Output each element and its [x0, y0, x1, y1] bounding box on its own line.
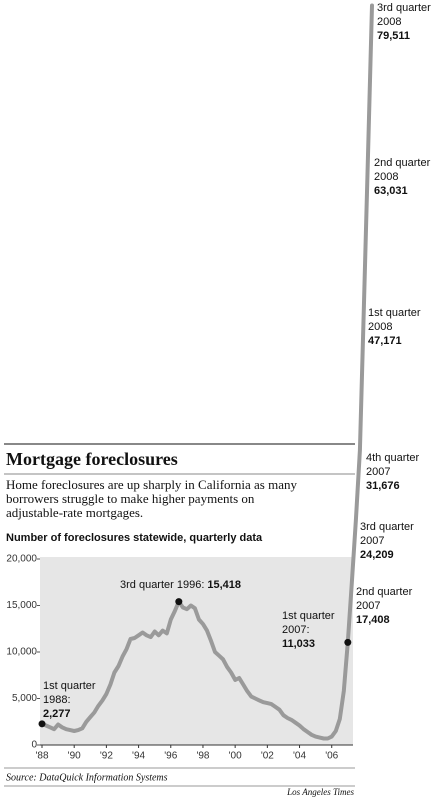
annotation-value: 24,209	[360, 549, 394, 561]
x-tick-label: '02	[261, 751, 274, 762]
x-tick-label: '96	[164, 751, 177, 762]
annotation-value: 31,676	[366, 480, 400, 492]
x-tick-label: '06	[325, 751, 338, 762]
annotation-value: 47,171	[368, 335, 402, 347]
subtitle-line: borrowers struggle to make higher paymen…	[6, 491, 255, 506]
credit: Los Angeles Times	[286, 787, 354, 797]
annotation-value: 15,418	[207, 579, 241, 591]
point-marker	[175, 598, 183, 606]
annotation-text: 2007	[360, 535, 384, 547]
annotation-text: 1st quarter	[43, 680, 96, 692]
annotation-text: 1988:	[43, 694, 71, 706]
y-tick-label: 15,000	[6, 600, 37, 611]
source: Source: DataQuick Information Systems	[6, 772, 168, 783]
x-tick-label: '94	[132, 751, 145, 762]
x-tick-label: '90	[68, 751, 81, 762]
subtitle-line: adjustable-rate mortgages.	[6, 505, 143, 520]
point-marker	[38, 720, 46, 728]
annotation-value: 2,277	[43, 708, 71, 720]
annotation-text: 1st quarter	[282, 610, 335, 622]
annotation-text: 2007:	[282, 624, 310, 636]
subtitle-line: Home foreclosures are up sharply in Cali…	[6, 477, 297, 492]
annotation: 3rd quarter 1996: 15,418	[120, 579, 241, 591]
annotation-text: 2008	[377, 16, 401, 28]
chart-title: Mortgage foreclosures	[6, 449, 178, 469]
point-marker	[344, 638, 352, 646]
axis-label: Number of foreclosures statewide, quarte…	[6, 532, 263, 544]
annotation-value: 63,031	[374, 185, 408, 197]
annotation-text: 1st quarter	[368, 307, 421, 319]
y-tick-label: 5,000	[12, 693, 37, 704]
annotation-text: 4th quarter	[366, 452, 420, 464]
y-tick-label: 0	[31, 740, 37, 751]
y-tick-label: 20,000	[6, 554, 37, 565]
x-tick-label: '04	[293, 751, 306, 762]
annotation-text: 2nd quarter	[356, 586, 413, 598]
y-tick-label: 10,000	[6, 647, 37, 658]
annotation-text: 2007	[356, 600, 380, 612]
annotation-value: 17,408	[356, 614, 390, 626]
annotation-text: 2008	[368, 321, 392, 333]
annotation-text: 2007	[366, 466, 390, 478]
x-tick-label: '88	[35, 751, 48, 762]
annotation-text: 2008	[374, 171, 398, 183]
x-tick-label: '98	[196, 751, 209, 762]
annotation-value: 79,511	[377, 30, 410, 42]
annotation-text: 3rd quarter	[377, 2, 431, 14]
annotation-value: 11,033	[282, 638, 315, 650]
annotation-text: 3rd quarter 1996:	[120, 579, 204, 591]
x-tick-label: '92	[100, 751, 113, 762]
annotation-text: 3rd quarter	[360, 521, 414, 533]
x-tick-label: '00	[229, 751, 242, 762]
data-line	[40, 3, 374, 741]
annotation-text: 2nd quarter	[374, 157, 431, 169]
